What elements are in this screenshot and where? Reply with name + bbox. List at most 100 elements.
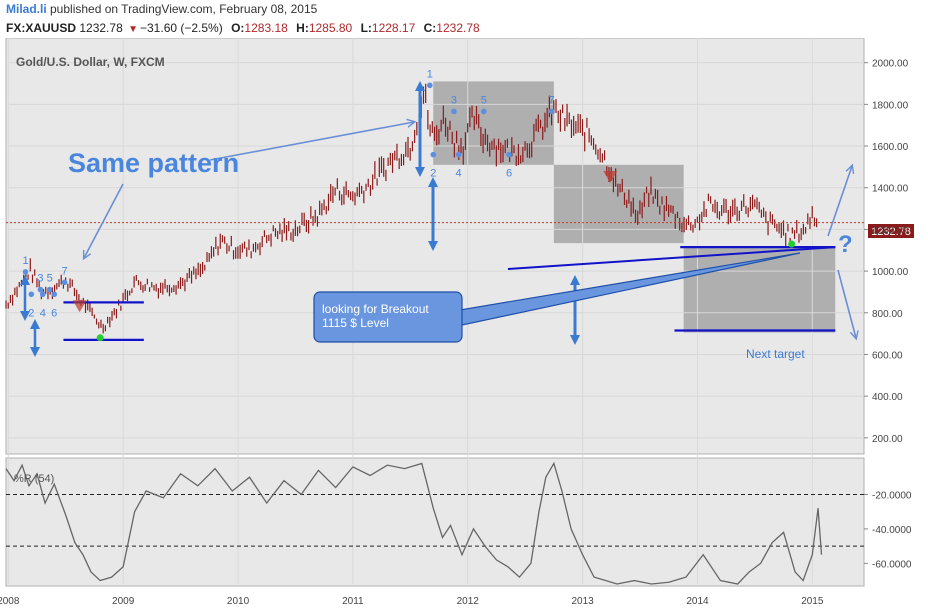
- last-price-tag-text: 1232.78: [871, 226, 911, 238]
- callout-line-2: 1115 $ Level: [322, 316, 389, 330]
- pivot-label-4: 2: [28, 307, 34, 319]
- high-label: H:: [296, 21, 309, 35]
- indicator-axis[interactable]: -20.0000 -40.0000 -60.0000: [864, 490, 912, 570]
- pivot-dot: [39, 291, 46, 298]
- price-tick-label: 1400.00: [872, 184, 909, 195]
- brand-name[interactable]: Milad.li: [6, 2, 47, 16]
- publish-info: published on TradingView.com, February 0…: [46, 2, 318, 16]
- price-tick-label: 2000.00: [872, 59, 909, 70]
- pivot-dot: [427, 82, 433, 89]
- price-tick-label: 1800.00: [872, 100, 909, 111]
- pivot-dot: [548, 108, 555, 115]
- publish-line: Milad.li published on TradingView.com, F…: [6, 2, 317, 16]
- callout-line-1: looking for Breakout: [322, 302, 429, 316]
- chart-labels: Gold/U.S. Dollar, W, FXCM Same pattern N…: [16, 55, 853, 361]
- indicator-tick-label: -60.0000: [872, 559, 912, 570]
- price-tick-label: 800.00: [872, 309, 903, 320]
- pivot-dot: [37, 286, 44, 293]
- price-series: [5, 83, 864, 334]
- close-label: C:: [423, 21, 437, 35]
- pivot-label-6: 6: [51, 307, 57, 319]
- pivot-label-11: 2: [430, 168, 436, 180]
- open-value: 1283.18: [244, 21, 288, 35]
- pivot-label-7: 1: [427, 68, 433, 80]
- pivot-label-3: 7: [62, 265, 68, 277]
- time-tick-label: 2012: [457, 596, 480, 607]
- callout-box: [313, 291, 463, 343]
- pattern-box-2: [553, 164, 684, 244]
- time-tick-label: 2010: [227, 596, 250, 607]
- chart-title: Gold/U.S. Dollar, W, FXCM: [16, 55, 165, 69]
- price-tick-label: 600.00: [872, 350, 903, 361]
- price-tick-label: 1600.00: [872, 142, 909, 153]
- pivot-dot: [455, 151, 462, 158]
- symbol-label[interactable]: FX:XAUUSD: [6, 21, 77, 35]
- high-value: 1285.80: [308, 21, 353, 35]
- last-price-tag-bg: [868, 224, 914, 238]
- pivot-label-10: 7: [549, 94, 555, 106]
- close-value: 1232.78: [436, 21, 480, 35]
- pivot-dot: [22, 269, 29, 275]
- williams-r-line: [5, 461, 823, 585]
- pivot-label-5: 4: [40, 307, 46, 319]
- pivot-dot: [61, 279, 68, 286]
- pattern-arrow-right[interactable]: [209, 122, 414, 161]
- pivot-dot: [51, 291, 58, 298]
- pivot-dot: [46, 286, 53, 293]
- low-marker: [788, 240, 796, 248]
- price-tick-label: 1000.00: [872, 267, 909, 278]
- pivot-dot: [451, 108, 457, 115]
- price-tick-label: 200.00: [872, 434, 903, 445]
- ohlc-line: FX:XAUUSD 1232.78 ▼ −31.60 (−2.5%) O:1283…: [6, 21, 480, 35]
- pivot-label-8: 3: [451, 94, 457, 106]
- pivot-label-13: 6: [506, 168, 512, 180]
- pivot-dot: [481, 108, 487, 115]
- pivot-label-2: 5: [47, 273, 53, 285]
- last-price: 1232.78: [79, 21, 123, 35]
- indicator-tick-label: -20.0000: [872, 490, 912, 501]
- chart-header: Milad.li published on TradingView.com, F…: [6, 0, 926, 38]
- next-target-label: Next target: [746, 347, 805, 361]
- pattern-text: Same pattern: [68, 148, 239, 178]
- time-axis[interactable]: 2008 2009 2010 2011 2012 2013 2014 2015: [0, 596, 824, 607]
- pivot-dot: [28, 291, 35, 298]
- pivot-label-0: 1: [22, 255, 28, 267]
- pivot-label-1: 3: [37, 273, 43, 285]
- indicator-label: %R (54): [14, 473, 54, 485]
- price-axis[interactable]: 200.00 400.00 600.00 800.00 1000.00 1200.00 14…: [864, 59, 909, 445]
- pattern-box-1: [433, 81, 554, 165]
- pivot-label-12: 4: [455, 168, 461, 180]
- pivot-label-9: 5: [481, 94, 487, 106]
- down-marker-icon: [603, 171, 618, 184]
- breakout-up-arrow[interactable]: [827, 166, 852, 237]
- price-tick-label: 400.00: [872, 392, 903, 403]
- time-tick-label: 2015: [801, 596, 824, 607]
- time-tick-label: 2009: [112, 596, 135, 607]
- price-change: −31.60 (−2.5%): [140, 21, 223, 35]
- last-price-tag: 1232.78: [868, 224, 914, 238]
- low-marker: [96, 334, 104, 342]
- indicator-pane[interactable]: [5, 457, 865, 587]
- price-chart[interactable]: 13 572 4 613 5 72 4 6 Gold/U.S. Dollar, W, FXCM…: [0, 38, 928, 614]
- pattern-arrow-left[interactable]: [84, 183, 124, 258]
- time-tick-label: 2008: [0, 596, 20, 607]
- pivot-dot: [506, 151, 512, 158]
- williams-r-series: [5, 461, 864, 585]
- breakout-trendline: [507, 246, 836, 271]
- open-label: O:: [231, 21, 245, 35]
- question-mark: ?: [838, 231, 853, 258]
- breakout-callout[interactable]: looking for Breakout 1115 $ Level: [313, 252, 801, 343]
- time-tick-label: 2014: [686, 596, 709, 607]
- time-tick-label: 2013: [571, 596, 594, 607]
- down-triangle-icon: ▼: [128, 24, 138, 35]
- breakout-down-arrow[interactable]: [837, 269, 856, 338]
- price-tick-label: 1200.00: [872, 225, 909, 236]
- indicator-tick-label: -40.0000: [872, 525, 912, 536]
- low-value: 1228.17: [371, 21, 416, 35]
- pattern-annotations: 13 572 4 613 5 72 4 6: [22, 68, 796, 342]
- time-tick-label: 2011: [342, 596, 364, 607]
- annotation-arrows: [20, 81, 856, 357]
- down-marker-icon: [72, 300, 87, 313]
- low-label: L:: [360, 21, 372, 35]
- pivot-dot: [430, 151, 437, 158]
